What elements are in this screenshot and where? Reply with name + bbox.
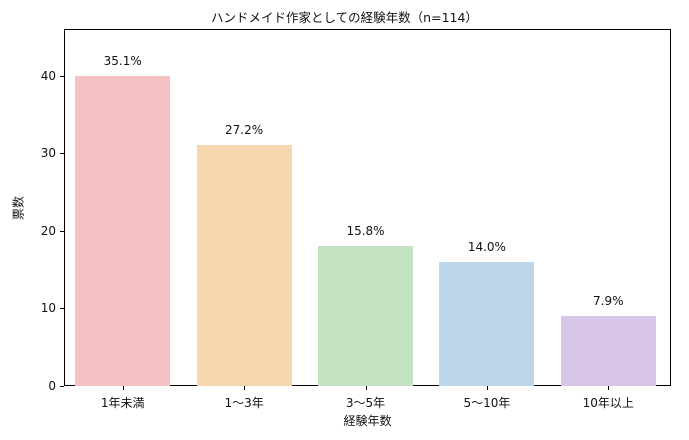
y-tick-mark [60,75,64,77]
bar [75,75,171,386]
bar-value-label: 35.1% [103,53,142,68]
x-tick-mark [365,386,367,390]
y-tick-mark [60,153,64,155]
bar [439,261,535,386]
y-tick-label: 20 [40,223,56,238]
x-tick-label: 5〜10年 [463,396,511,410]
bar [318,246,413,386]
y-tick-mark [60,308,64,310]
bar-value-label: 14.0% [467,239,506,254]
bar-value-label: 27.2% [225,123,264,138]
x-tick-mark [244,386,246,390]
bar-value-label: 15.8% [346,224,385,239]
y-tick-label: 10 [40,301,56,316]
bar-value-label: 7.9% [593,294,624,309]
chart-title: ハンドメイド作家としての経験年数（n=114） [211,10,478,25]
y-tick-label: 0 [48,379,56,393]
y-tick-label: 40 [40,68,56,83]
x-tick-label: 3〜5年 [345,396,386,410]
x-tick-mark [122,386,124,390]
y-tick-mark [60,386,64,387]
x-tick-label: 10年以上 [582,396,634,410]
x-axis-label: 経験年数 [343,414,392,428]
bar [560,316,656,386]
bar [196,145,292,386]
x-tick-label: 1〜3年 [224,396,264,410]
x-tick-mark [608,386,610,390]
y-axis-label: 票数 [11,195,26,221]
x-tick-mark [486,386,488,390]
y-tick-mark [60,230,64,232]
y-tick-label: 30 [40,146,56,161]
x-tick-label: 1年未満 [100,396,145,410]
